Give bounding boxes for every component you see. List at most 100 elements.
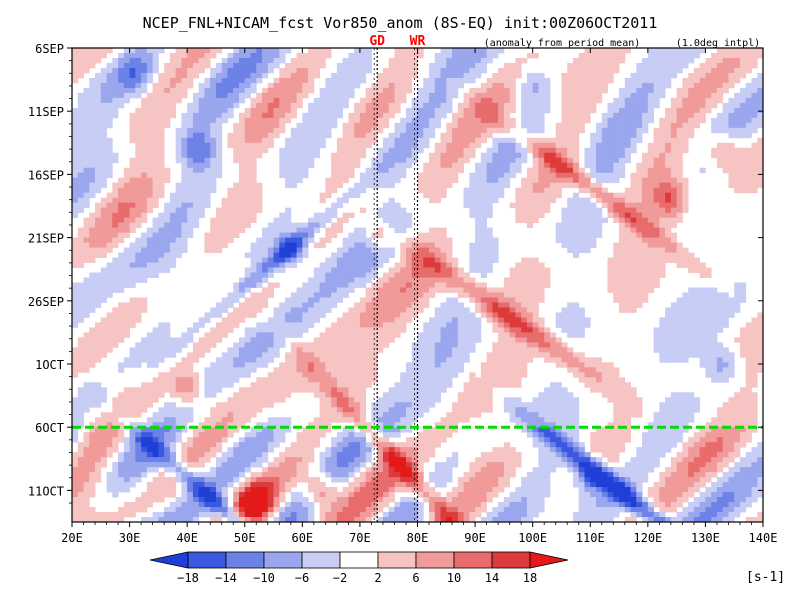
field-cell [279,307,286,313]
field-cell [584,227,591,234]
field-cell [429,97,436,104]
field-cell [354,312,361,318]
field-cell [434,277,441,283]
field-cell [164,87,171,94]
field-cell [296,102,303,109]
field-cell [394,262,401,268]
field-cell [642,272,649,278]
field-cell [285,322,292,328]
field-cell [187,192,194,199]
field-cell [405,137,413,144]
field-cell [457,272,464,278]
field-cell [405,142,413,149]
field-cell [526,112,534,119]
field-cell [624,202,631,209]
field-cell [578,307,585,313]
field-cell [555,342,562,348]
field-cell [302,157,309,164]
field-cell [325,92,332,99]
field-cell [95,212,102,219]
field-cell [129,347,136,353]
field-cell [417,137,424,144]
field-cell [89,48,96,54]
field-cell [244,252,251,258]
field-cell [95,137,102,144]
field-cell [250,312,257,318]
field-cell [578,102,585,109]
field-cell [469,77,476,84]
field-cell [745,152,752,159]
field-cell [377,212,384,219]
field-cell [325,302,332,308]
field-cell [653,327,660,333]
field-cell [233,212,240,219]
field-cell [325,342,332,348]
field-cell [647,232,654,238]
field-cell [308,152,315,159]
field-cell [469,337,476,343]
field-cell [544,142,551,149]
field-cell [296,352,303,358]
field-cell [83,312,90,318]
field-cell [429,112,436,119]
field-cell [498,147,505,154]
field-cell [452,87,459,94]
field-cell [302,52,309,59]
field-cell [561,152,568,159]
field-cell [521,217,528,224]
field-cell [302,112,309,119]
field-cell [584,317,591,323]
field-cell [647,197,654,204]
field-cell [434,242,441,248]
field-cell [308,227,315,234]
field-cell [89,162,96,169]
field-cell [665,232,672,238]
field-cell [665,72,672,79]
field-cell [653,57,660,64]
field-cell [377,307,384,313]
field-cell [77,157,84,164]
field-cell [175,207,182,214]
field-cell [417,257,424,263]
field-cell [734,147,741,154]
field-cell [440,232,447,238]
field-cell [123,312,130,318]
field-cell [503,157,511,164]
field-cell [164,67,171,74]
field-cell [89,102,96,109]
field-cell [751,317,758,323]
field-cell [158,147,165,154]
field-cell [112,107,119,114]
field-cell [77,297,84,303]
field-cell [578,327,585,333]
field-cell [210,127,217,134]
field-cell [198,202,205,209]
field-cell [181,177,188,184]
field-cell [331,272,338,278]
field-cell [526,302,534,308]
field-cell [123,97,130,104]
field-cell [77,102,84,109]
field-cell [538,207,545,214]
field-cell [192,202,200,209]
field-cell [699,297,706,303]
field-cell [319,212,326,219]
field-cell [423,322,430,328]
field-cell [296,252,303,258]
field-cell [596,187,603,194]
field-cell [146,232,154,238]
field-cell [256,332,263,338]
field-cell [676,337,683,343]
field-cell [532,307,539,313]
field-cell [77,57,84,64]
field-cell [141,177,148,184]
field-cell [642,127,649,134]
field-cell [636,187,643,194]
field-cell [624,48,631,54]
field-cell [221,322,228,328]
field-cell [613,132,620,139]
field-cell [503,147,511,154]
field-cell [371,242,378,248]
field-cell [250,122,257,129]
field-cell [647,182,654,189]
